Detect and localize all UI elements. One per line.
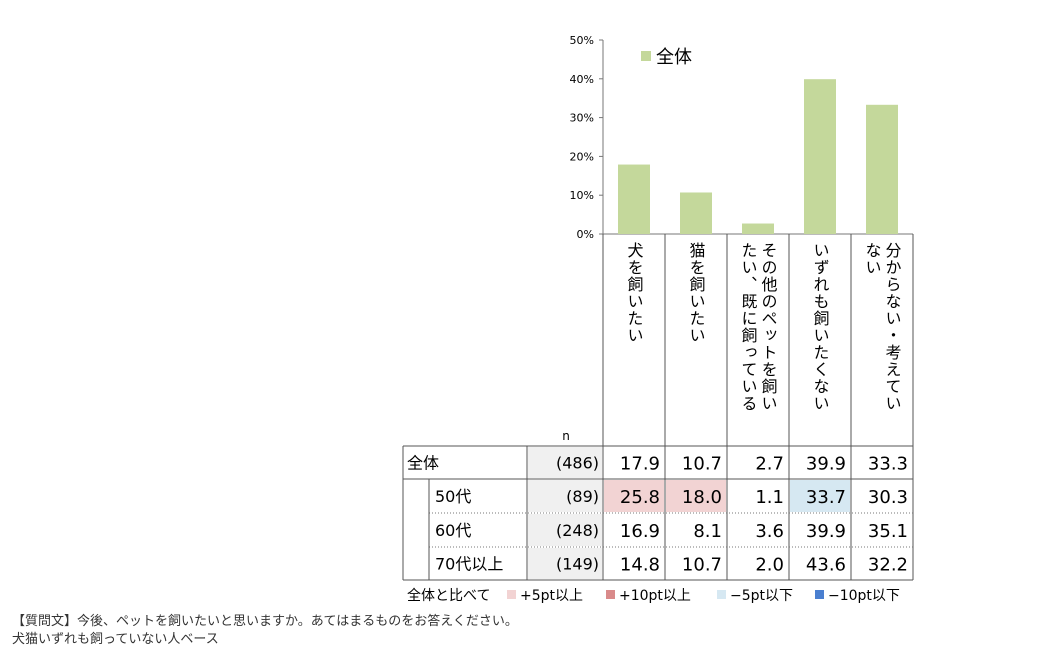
row-label: 全体 <box>407 454 439 473</box>
bar <box>804 79 836 234</box>
row-n: (248) <box>556 521 599 540</box>
bar <box>742 223 774 234</box>
comparison-swatch <box>606 590 615 599</box>
category-label: いずれも飼いたくない <box>811 242 830 412</box>
n-header: n <box>562 429 570 443</box>
n-cell-bg <box>528 447 602 478</box>
n-cell-bg <box>528 514 602 546</box>
cell-value: 32.2 <box>868 555 908 576</box>
chart-legend: 全体 <box>641 47 692 68</box>
n-cell-bg <box>528 548 602 579</box>
cell-value: 2.0 <box>755 555 784 576</box>
bar-series <box>618 79 898 235</box>
bar <box>680 192 712 234</box>
footnote: 【質問文】今後、ペットを飼いたいと思いますか。あてはまるものをお答えください。 … <box>12 613 518 647</box>
question-text: 【質問文】今後、ペットを飼いたいと思いますか。あてはまるものをお答えください。 <box>12 613 518 629</box>
row-label: 60代 <box>435 521 471 540</box>
cell-value: 16.9 <box>620 521 660 542</box>
row-n: (486) <box>556 454 599 473</box>
y-tick-label: 50% <box>570 34 594 47</box>
cell-value: 25.8 <box>620 487 660 508</box>
cell-value: 39.9 <box>806 521 846 542</box>
category-label: その他のペットを飼い <box>759 242 778 412</box>
highlight-cell <box>790 480 850 512</box>
comparison-label: −5pt以下 <box>730 588 793 604</box>
legend-swatch <box>641 51 651 61</box>
cell-value: 43.6 <box>806 555 846 576</box>
highlight-cell <box>666 480 726 512</box>
comparison-label: −10pt以下 <box>828 588 900 604</box>
row-n: (89) <box>566 487 599 506</box>
y-tick-label: 20% <box>570 150 594 163</box>
category-label: 犬を飼いたい <box>625 242 644 344</box>
comparison-swatch <box>507 590 516 599</box>
cell-value: 14.8 <box>620 555 660 576</box>
cell-value: 33.3 <box>868 454 908 475</box>
cell-value: 10.7 <box>682 555 722 576</box>
row-label: 50代 <box>435 487 471 506</box>
comparison-label: +10pt以上 <box>619 588 691 604</box>
y-tick-label: 10% <box>570 189 594 202</box>
cell-value: 30.3 <box>868 487 908 508</box>
cell-value: 18.0 <box>682 487 722 508</box>
category-label: 猫を飼いたい <box>687 242 706 344</box>
category-label: たい、既に飼っている <box>739 242 758 412</box>
category-label: 分からない・考えてい <box>883 242 902 412</box>
comparison-swatch <box>815 590 824 599</box>
cell-value: 17.9 <box>620 454 660 475</box>
cell-value: 3.6 <box>755 521 784 542</box>
y-tick-label: 40% <box>570 73 594 86</box>
data-table: n 全体 (486) 17.9 10.7 2.7 39.9 33.3 50代 (89) 25.8 18… <box>402 234 914 581</box>
bar <box>866 104 898 235</box>
row-label: 70代以上 <box>435 555 503 574</box>
highlight-cell <box>604 480 664 512</box>
cell-value: 2.7 <box>755 454 784 475</box>
cell-value: 33.7 <box>806 487 846 508</box>
legend-label: 全体 <box>656 47 692 68</box>
cell-value: 1.1 <box>755 487 784 508</box>
category-label: ない <box>863 242 882 276</box>
comparison-legend: 全体と比べて +5pt以上 +10pt以上 −5pt以下 −10pt以下 <box>407 587 900 604</box>
cell-value: 35.1 <box>868 521 908 542</box>
bar <box>618 164 650 234</box>
n-cell-bg <box>528 480 602 512</box>
y-tick-label: 30% <box>570 112 594 125</box>
comparison-title: 全体と比べて <box>407 587 490 604</box>
comparison-swatch <box>717 590 726 599</box>
cell-value: 39.9 <box>806 454 846 475</box>
row-n: (149) <box>556 555 599 574</box>
cell-value: 8.1 <box>693 521 722 542</box>
base-text: 犬猫いずれも飼っていない人ベース <box>12 632 219 647</box>
comparison-label: +5pt以上 <box>520 588 583 604</box>
y-tick-label: 0% <box>577 228 594 241</box>
cell-value: 10.7 <box>682 454 722 475</box>
